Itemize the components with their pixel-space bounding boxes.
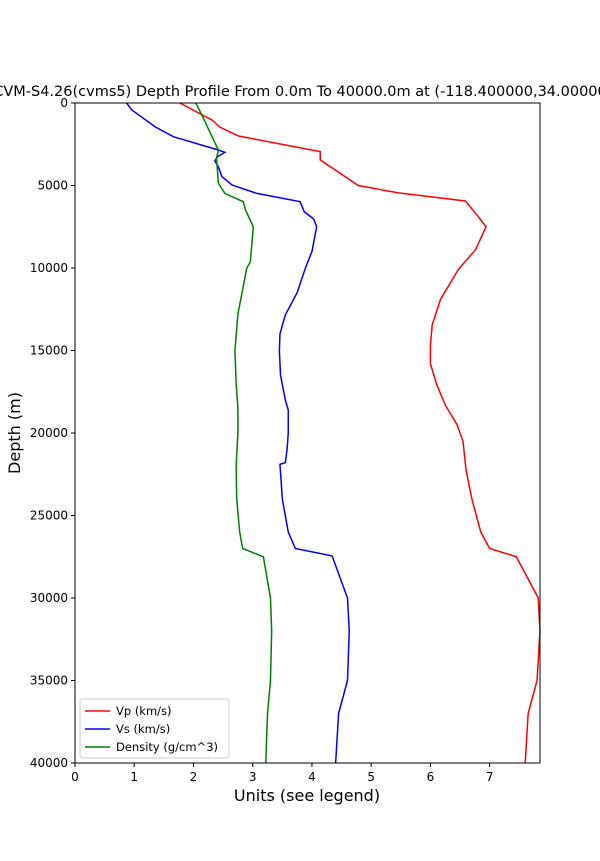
x-tick-label: 5	[367, 770, 375, 784]
y-tick-label: 25000	[30, 509, 68, 523]
legend-label-1: Vs (km/s)	[116, 722, 170, 736]
y-tick-label: 40000	[30, 756, 68, 770]
y-tick-label: 0	[60, 96, 68, 110]
y-tick-label: 30000	[30, 591, 68, 605]
chart-title: CVM-S4.26(cvms5) Depth Profile From 0.0m…	[0, 84, 600, 100]
x-tick-label: 2	[190, 770, 198, 784]
legend-label-2: Density (g/cm^3)	[116, 740, 218, 754]
y-tick-label: 15000	[30, 344, 68, 358]
y-axis-label: Depth (m)	[5, 392, 24, 474]
x-axis-label: Units (see legend)	[234, 786, 380, 805]
x-tick-label: 4	[308, 770, 316, 784]
x-tick-label: 1	[130, 770, 138, 784]
series-line-2	[195, 102, 273, 764]
y-tick-label: 5000	[37, 179, 68, 193]
x-tick-label: 6	[427, 770, 435, 784]
y-tick-label: 35000	[30, 674, 68, 688]
legend-label-0: Vp (km/s)	[116, 704, 172, 718]
x-tick-label: 7	[486, 770, 494, 784]
legend-box	[79, 698, 230, 759]
series-line-0	[179, 102, 541, 764]
plot-frame	[74, 102, 541, 764]
x-tick-label: 3	[249, 770, 257, 784]
y-tick-label: 20000	[30, 426, 68, 440]
x-tick-label: 0	[71, 770, 79, 784]
y-tick-label: 10000	[30, 261, 68, 275]
